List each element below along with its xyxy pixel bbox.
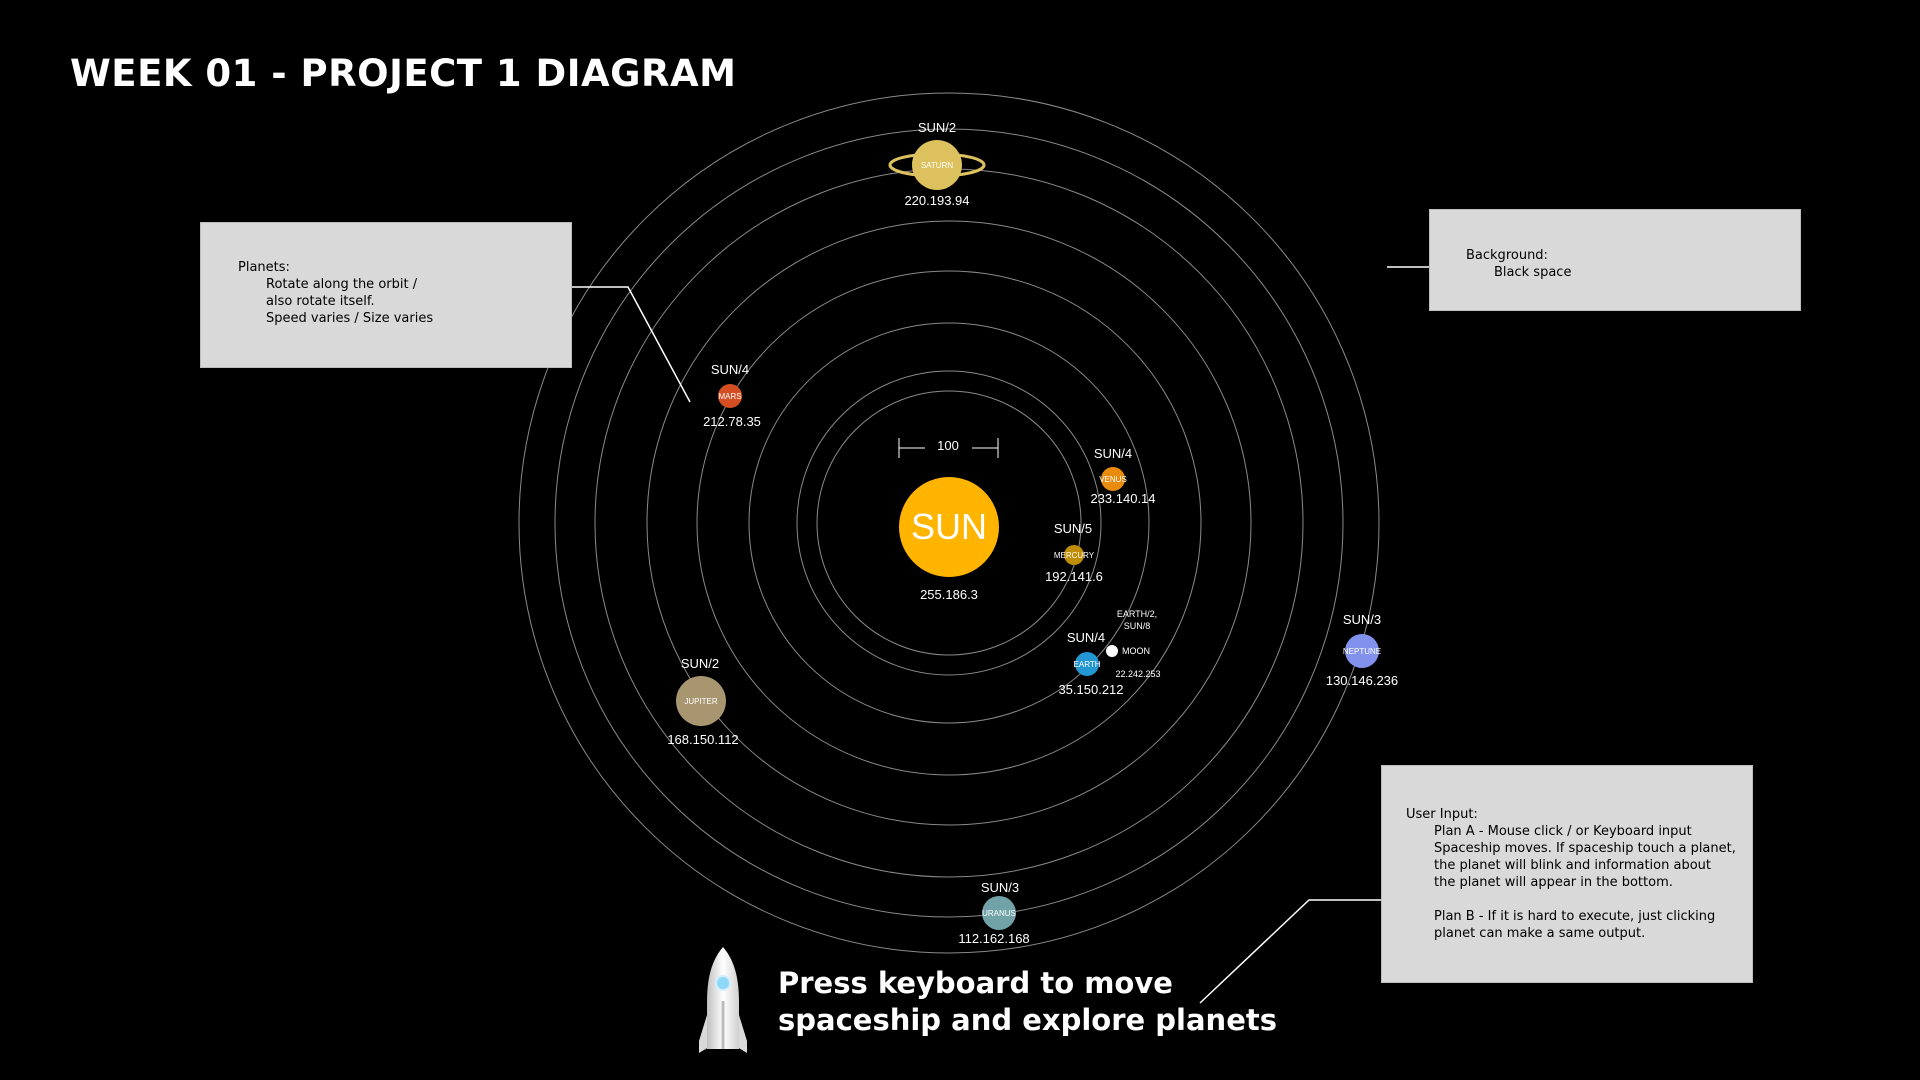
neptune-body[interactable]: [1345, 634, 1379, 668]
orbit-5: [646, 220, 1252, 826]
note-planets: Planets: Rotate along the orbit / also r…: [200, 222, 572, 368]
connector-planets-note: [572, 286, 691, 403]
note-input-gap: [1406, 891, 1752, 908]
spaceship-fin-right: [737, 1015, 747, 1053]
earth-label: EARTH: [1074, 660, 1101, 669]
planet-neptune[interactable]: SUN/3 NEPTUNE 130.146.236: [1326, 612, 1398, 688]
planet-mercury[interactable]: SUN/5 MERCURY 192.141.6: [1045, 521, 1103, 584]
orbit-7: [554, 128, 1344, 918]
jupiter-label: JUPITER: [684, 697, 718, 706]
uranus-body[interactable]: [982, 896, 1016, 930]
earth-rgb: 35.150.212: [1058, 682, 1123, 697]
moon-scale-line2: SUN/8: [1124, 621, 1151, 631]
spaceship-stripe: [721, 1001, 725, 1049]
note-input-plan-b-2: planet can make a same output.: [1434, 926, 1646, 941]
note-background-line-1: Black space: [1494, 265, 1572, 280]
sun-diameter-bracket: [898, 438, 999, 458]
note-input-plan-a-3: the planet will blink and information ab…: [1434, 858, 1711, 873]
moon-body[interactable]: [1106, 645, 1118, 657]
instruction-line-2: spaceship and explore planets: [778, 1003, 1277, 1037]
planet-earth[interactable]: SUN/4 EARTH 35.150.212: [1058, 630, 1123, 697]
moon-scale-line1: EARTH/2,: [1117, 609, 1157, 619]
sun[interactable]: [899, 477, 999, 577]
uranus-rgb: 112.162.168: [958, 931, 1029, 946]
planet-mars[interactable]: SUN/4 MARS 212.78.35: [703, 362, 761, 429]
planet-uranus[interactable]: SUN/3 URANUS 112.162.168: [958, 880, 1029, 946]
jupiter-scale: SUN/2: [681, 656, 719, 671]
instruction-line-1: Press keyboard to move: [778, 966, 1173, 1000]
page-title: WEEK 01 - PROJECT 1 DIAGRAM: [70, 52, 737, 95]
mars-label: MARS: [718, 392, 741, 401]
orbit-8: [518, 92, 1380, 954]
sun-diameter-label: 100: [937, 438, 959, 453]
spaceship-body: [707, 947, 739, 1049]
sun-label: SUN: [911, 506, 987, 547]
note-input-plan-a-2: Spaceship moves. If spaceship touch a pl…: [1434, 841, 1736, 856]
note-input-plan-a-1: Plan A - Mouse click / or Keyboard input: [1434, 824, 1692, 839]
note-user-input: User Input: Plan A - Mouse click / or Ke…: [1381, 765, 1753, 983]
saturn-scale: SUN/2: [918, 120, 956, 135]
saturn-ring-front: [888, 164, 986, 178]
instruction-text: Press keyboard to move spaceship and exp…: [778, 965, 1277, 1039]
planet-saturn[interactable]: SUN/2 SATURN 220.193.94: [888, 120, 986, 208]
orbit-4: [696, 270, 1202, 776]
jupiter-body[interactable]: [676, 676, 726, 726]
earth-scale: SUN/4: [1067, 630, 1105, 645]
venus-body[interactable]: [1101, 467, 1125, 491]
mars-body[interactable]: [718, 384, 742, 408]
earth-body[interactable]: [1075, 652, 1099, 676]
mercury-body[interactable]: [1064, 545, 1084, 565]
note-planets-heading: Planets:: [238, 260, 290, 275]
spaceship-icon[interactable]: [699, 945, 747, 1053]
orbit-3: [748, 322, 1150, 724]
note-planets-line-1: Rotate along the orbit /: [266, 277, 418, 292]
mars-scale: SUN/4: [711, 362, 749, 377]
jupiter-rgb: 168.150.112: [667, 732, 738, 747]
note-input-heading: User Input:: [1406, 807, 1478, 822]
uranus-label: URANUS: [982, 909, 1016, 918]
mercury-label: MERCURY: [1054, 551, 1095, 560]
neptune-scale: SUN/3: [1343, 612, 1381, 627]
mars-rgb: 212.78.35: [703, 414, 761, 429]
saturn-rgb: 220.193.94: [904, 193, 969, 208]
moon-label: MOON: [1122, 646, 1150, 656]
orbit-2: [796, 370, 1102, 676]
note-planets-line-2: also rotate itself.: [266, 294, 375, 309]
sun-rgb: 255.186.3: [920, 587, 978, 602]
saturn-body[interactable]: [912, 140, 962, 190]
connector-input-note: [1199, 899, 1381, 1004]
note-input-plan-b-1: Plan B - If it is hard to execute, just …: [1434, 909, 1716, 924]
spaceship-window: [715, 975, 731, 991]
orbit-group: [518, 92, 1380, 954]
venus-rgb: 233.140.14: [1090, 491, 1155, 506]
moon-rgb: 22.242.253: [1115, 669, 1160, 679]
neptune-label: NEPTUNE: [1343, 647, 1381, 656]
sun-group: 100 SUN 255.186.3: [898, 438, 999, 602]
note-planets-line-3: Speed varies / Size varies: [266, 311, 434, 326]
planet-jupiter[interactable]: SUN/2 JUPITER 168.150.112: [667, 656, 738, 747]
saturn-label: SATURN: [921, 161, 954, 170]
note-background-heading: Background:: [1466, 248, 1548, 263]
moon[interactable]: EARTH/2, SUN/8 MOON 22.242.253: [1106, 609, 1161, 679]
venus-label: VENUS: [1099, 475, 1127, 484]
uranus-scale: SUN/3: [981, 880, 1019, 895]
note-background: Background: Black space: [1429, 209, 1801, 311]
note-input-plan-a-4: the planet will appear in the bottom.: [1434, 875, 1673, 890]
mercury-rgb: 192.141.6: [1045, 569, 1103, 584]
spaceship-fin-left: [699, 1015, 709, 1053]
mercury-scale: SUN/5: [1054, 521, 1092, 536]
planet-venus[interactable]: SUN/4 VENUS 233.140.14: [1090, 446, 1155, 506]
orbit-1: [816, 390, 1082, 656]
neptune-rgb: 130.146.236: [1326, 673, 1398, 688]
venus-scale: SUN/4: [1094, 446, 1132, 461]
